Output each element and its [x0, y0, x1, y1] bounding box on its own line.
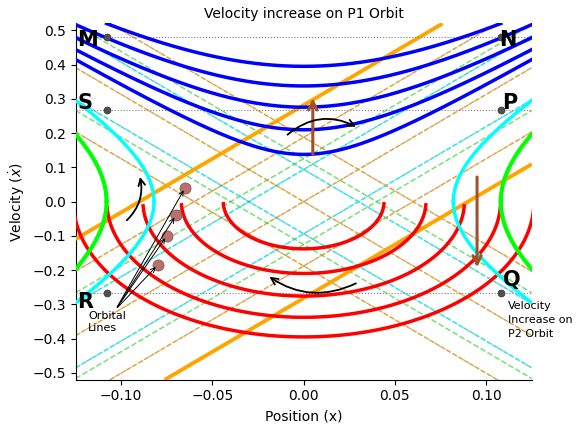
- Text: Velocity
Increase on
P2 Orbit: Velocity Increase on P2 Orbit: [508, 301, 572, 339]
- Y-axis label: Velocity ($\dot{x}$): Velocity ($\dot{x}$): [7, 162, 27, 242]
- Text: N: N: [499, 30, 516, 50]
- Text: Orbital
Lines: Orbital Lines: [88, 311, 126, 333]
- Text: S: S: [77, 93, 92, 113]
- Text: P: P: [503, 93, 518, 113]
- Text: Q: Q: [503, 270, 520, 289]
- X-axis label: Position (x): Position (x): [265, 409, 342, 423]
- Title: Velocity increase on P1 Orbit: Velocity increase on P1 Orbit: [204, 7, 404, 21]
- Text: R: R: [77, 292, 93, 312]
- Text: M: M: [77, 30, 98, 50]
